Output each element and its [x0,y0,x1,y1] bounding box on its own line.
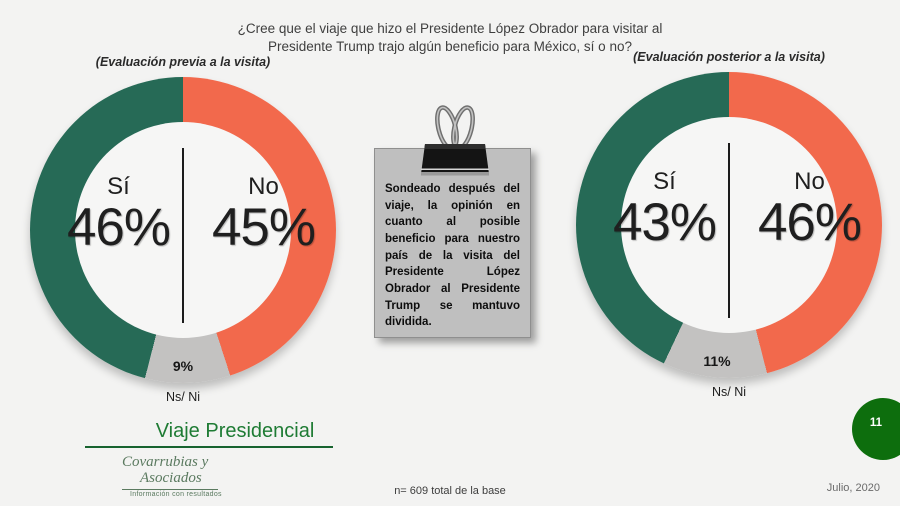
binder-clip-icon [421,105,489,176]
logo-tagline: Información con resultados [130,491,222,498]
center-divider-line [182,148,184,323]
donut-center-values: Sí 43% No 46% [576,72,882,378]
no-value: 46% [757,192,862,252]
no-result: No 45% [187,60,340,366]
donut-center-values: Sí 46% No 45% [30,77,336,383]
survey-question: ¿Cree que el viaje que hizo el President… [237,21,663,55]
nsni-percent: 11% [703,353,731,369]
si-value: 46% [66,197,171,257]
logo-name-line1: Covarrubias y [122,454,209,470]
summary-note-card: Sondeado después del viaje, la opinión e… [374,148,531,338]
section-underline [85,446,333,448]
donut-ring-previa: Sí 46% No 45% 9% [30,77,336,383]
donut-chart-posterior: (Evaluación posterior a la visita) Sí 43… [576,50,882,399]
si-label: Sí [653,167,676,195]
donut-ring-posterior: Sí 43% No 46% 11% [576,72,882,378]
summary-note-text: Sondeado después del viaje, la opinión e… [385,183,520,329]
chart-subtitle-posterior: (Evaluación posterior a la visita) [633,50,825,64]
nsni-label: Ns/ Ni [165,390,201,404]
section-title: Viaje Presidencial [155,420,315,442]
page-number-badge: 11 [852,398,900,460]
si-label: Sí [107,172,130,200]
no-result: No 46% [733,55,886,361]
no-label: No [794,167,825,195]
si-value: 43% [612,192,717,252]
company-logo: Covarrubias y Asociados Información con … [118,455,248,498]
si-result: Sí 46% [42,60,195,366]
no-label: No [248,172,279,200]
si-result: Sí 43% [588,55,741,361]
logo-name-line2: Asociados [140,470,202,486]
logo-rule [122,489,218,490]
page-number: 11 [869,417,883,429]
chart-subtitle-previa: (Evaluación previa a la visita) [95,55,271,69]
no-value: 45% [211,197,316,257]
center-divider-line [728,143,730,318]
date-label: Julio, 2020 [826,482,880,494]
sample-size-note: n= 609 total de la base [394,485,506,497]
nsni-label: Ns/ Ni [711,385,747,399]
nsni-percent: 9% [172,358,194,374]
donut-chart-previa: (Evaluación previa a la visita) Sí 46% N… [30,55,336,404]
